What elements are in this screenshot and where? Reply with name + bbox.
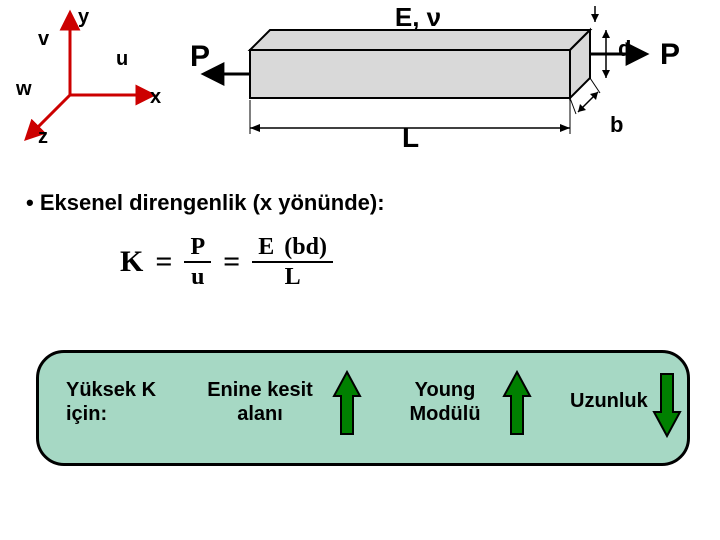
panel-text-area: Enine kesit alanı xyxy=(190,378,330,426)
formula-eq-1: = xyxy=(155,247,172,277)
beam-label-P-right: P xyxy=(660,38,680,72)
formula-u: u xyxy=(185,263,210,289)
beam-label-P-left: P xyxy=(190,40,210,74)
formula-L: L xyxy=(279,263,307,289)
panel-text-length: Uzunluk xyxy=(570,390,648,413)
axis-label-z: z xyxy=(38,126,48,149)
beam-label-L: L xyxy=(402,122,419,154)
beam-label-d: d xyxy=(618,36,631,62)
formula-bd: bd xyxy=(292,234,319,260)
axis-label-v: v xyxy=(38,28,49,51)
panel-text-young: Young Modülü xyxy=(390,378,500,426)
formula-P: P xyxy=(184,235,211,261)
arrow-up-icon xyxy=(500,368,534,440)
arrow-down-icon xyxy=(650,368,684,440)
formula-E: E xyxy=(258,234,274,260)
axis-label-u: u xyxy=(116,48,128,71)
formula-K: K xyxy=(120,247,143,277)
axis-label-x: x xyxy=(150,86,161,109)
stiffness-formula: K = P u = E (bd) L xyxy=(120,235,440,325)
beam-label-E-nu: E, ν xyxy=(378,2,458,33)
axis-label-w: w xyxy=(16,78,32,101)
panel-text-highk: Yüksek K için: xyxy=(66,378,156,426)
formula-eq-2: = xyxy=(223,247,240,277)
arrow-up-icon xyxy=(330,368,364,440)
axis-label-y: y xyxy=(78,6,89,29)
bullet-text: • Eksenel direngenlik (x yönünde): xyxy=(26,190,385,216)
beam-label-b: b xyxy=(610,112,623,138)
